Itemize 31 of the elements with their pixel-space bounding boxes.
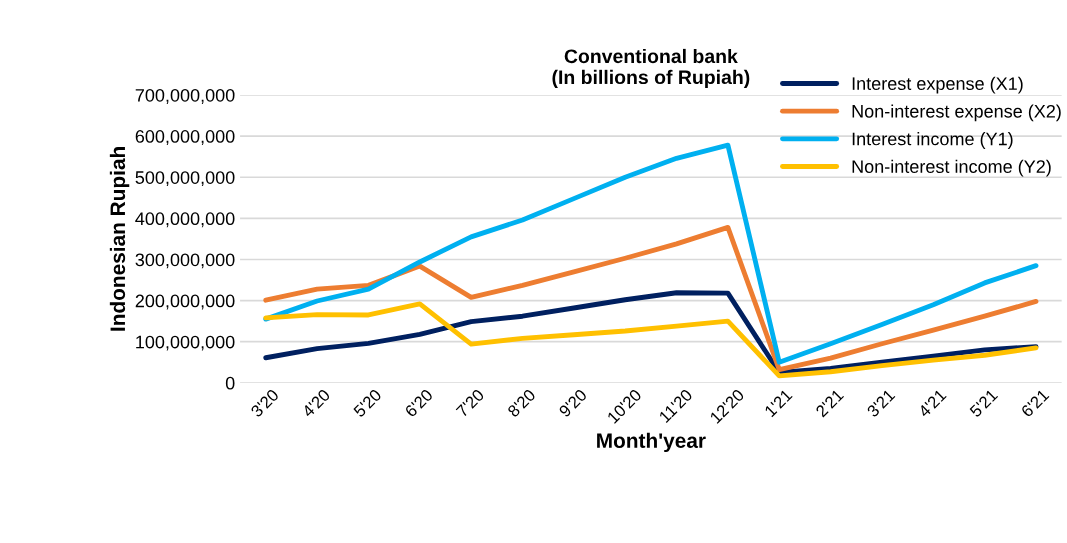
legend-label: Interest income (Y1)	[852, 132, 1013, 149]
y-tick-label: 600,000,000	[135, 130, 235, 145]
x-tick-label: 7'20	[455, 388, 485, 418]
legend-label: Interest expense (X1)	[852, 76, 1023, 94]
y-tick-label: 300,000,000	[135, 253, 235, 269]
x-tick-label: 6'20	[404, 388, 434, 418]
line-series	[263, 224, 1039, 373]
line-series	[263, 301, 1039, 379]
x-axis-title: Month'year	[597, 432, 706, 453]
y-tick-label: 200,000,000	[135, 294, 235, 310]
line-series	[263, 290, 1039, 375]
x-tick-label: 5'20	[352, 388, 383, 418]
legend-label: Non-interest income (Y2)	[852, 159, 1051, 177]
x-tick-label: 4'21	[917, 388, 947, 418]
x-tick-label: 3'20	[250, 388, 280, 418]
y-tick-label: 0	[225, 376, 235, 390]
x-tick-label: 2'21	[815, 388, 845, 418]
x-tick-label: 9'20	[558, 388, 588, 418]
x-tick-label: 8'20	[506, 388, 537, 418]
chart-title: Conventional bank (In billions of Rupiah)	[552, 48, 750, 88]
y-axis-title: Indonesian Rupiah	[109, 147, 130, 331]
legend-label: Non-interest expense (X2)	[852, 104, 1061, 122]
x-tick-label: 1'21	[764, 388, 793, 418]
y-tick-label: 100,000,000	[136, 335, 235, 351]
y-tick-label: 400,000,000	[135, 212, 235, 228]
x-tick-label: 3'21	[866, 388, 896, 418]
x-tick-label: 4'20	[301, 388, 331, 418]
x-tick-label: 5'21	[968, 388, 999, 418]
y-tick-label: 700,000,000	[135, 88, 235, 104]
x-tick-label: 6'21	[1020, 388, 1050, 418]
y-tick-label: 500,000,000	[135, 171, 235, 187]
